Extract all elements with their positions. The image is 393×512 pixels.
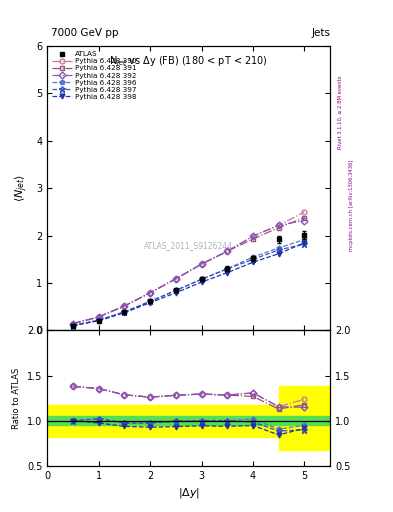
Text: Rivet 3.1.10, ≥ 2.8M events: Rivet 3.1.10, ≥ 2.8M events xyxy=(338,76,342,150)
Text: N$_{jet}$ vs $\Delta$y (FB) (180 < pT < 210): N$_{jet}$ vs $\Delta$y (FB) (180 < pT < … xyxy=(109,55,268,69)
Legend: ATLAS, Pythia 6.428 390, Pythia 6.428 391, Pythia 6.428 392, Pythia 6.428 396, P: ATLAS, Pythia 6.428 390, Pythia 6.428 39… xyxy=(51,50,138,101)
Y-axis label: $\langle N_{jet}\rangle$: $\langle N_{jet}\rangle$ xyxy=(14,174,31,202)
Y-axis label: Ratio to ATLAS: Ratio to ATLAS xyxy=(12,368,21,429)
Text: ATLAS_2011_S9126244: ATLAS_2011_S9126244 xyxy=(144,241,233,250)
Text: Jets: Jets xyxy=(311,28,330,38)
Text: 7000 GeV pp: 7000 GeV pp xyxy=(51,28,119,38)
X-axis label: $|\Delta y|$: $|\Delta y|$ xyxy=(178,486,200,500)
Text: mcplots.cern.ch [arXiv:1306.3436]: mcplots.cern.ch [arXiv:1306.3436] xyxy=(349,159,354,250)
